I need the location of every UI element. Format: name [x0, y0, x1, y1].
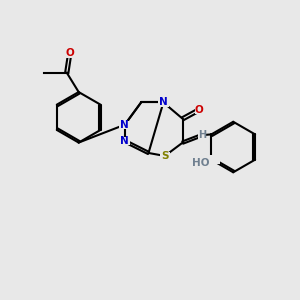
FancyBboxPatch shape [195, 106, 203, 114]
Text: H: H [198, 130, 206, 140]
FancyBboxPatch shape [160, 152, 170, 160]
FancyBboxPatch shape [158, 98, 169, 106]
FancyBboxPatch shape [65, 49, 74, 58]
Text: S: S [161, 151, 169, 161]
FancyBboxPatch shape [119, 121, 130, 129]
Text: O: O [195, 105, 203, 115]
FancyBboxPatch shape [198, 131, 206, 139]
FancyBboxPatch shape [119, 137, 130, 145]
Text: N: N [120, 136, 129, 146]
Text: N: N [159, 98, 168, 107]
Text: O: O [65, 48, 74, 59]
FancyBboxPatch shape [203, 155, 220, 164]
Text: HO: HO [192, 158, 210, 168]
Text: N: N [120, 120, 129, 130]
